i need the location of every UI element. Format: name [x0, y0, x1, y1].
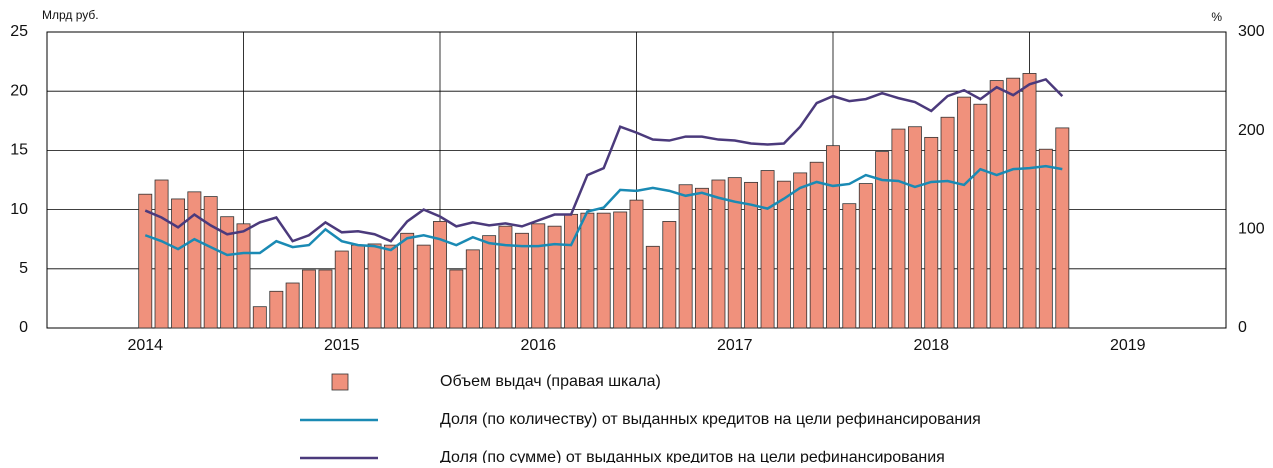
- x-tick-label: 2017: [717, 337, 753, 354]
- bar: [826, 145, 840, 329]
- bar: [580, 212, 595, 329]
- bar: [138, 193, 153, 329]
- line: [144, 164, 1063, 257]
- y-tick-label: 20: [10, 82, 28, 99]
- bar: [1022, 73, 1037, 329]
- x-tick-label: 2018: [913, 337, 949, 354]
- bar: [187, 191, 202, 329]
- bar: [269, 290, 284, 329]
- bar: [678, 184, 693, 329]
- bar: [776, 180, 791, 329]
- bar: [793, 172, 808, 329]
- y2-tick-label: 0: [1238, 319, 1247, 336]
- bar: [220, 216, 235, 329]
- bar: [744, 181, 759, 329]
- bar: [989, 80, 1004, 329]
- y-tick-label: 5: [19, 260, 28, 277]
- bar: [514, 232, 529, 329]
- bar: [858, 183, 873, 329]
- bar: [334, 250, 349, 329]
- bar: [416, 244, 431, 329]
- y-tick-label: 15: [10, 142, 28, 159]
- y-tick-label: 25: [10, 23, 28, 40]
- bar: [613, 211, 628, 329]
- x-tick-label: 2016: [520, 337, 556, 354]
- bar: [351, 244, 366, 329]
- bar: [318, 269, 333, 329]
- bar: [711, 179, 726, 329]
- bar: [694, 187, 709, 329]
- bar: [842, 203, 857, 329]
- y2-tick-label: 300: [1238, 23, 1265, 40]
- bar: [596, 212, 611, 329]
- bar: [924, 136, 939, 329]
- bar: [383, 244, 398, 329]
- bar: [252, 306, 267, 329]
- bar: [367, 243, 382, 329]
- y-tick-label: 10: [10, 201, 28, 218]
- x-tick-label: 2019: [1110, 337, 1146, 354]
- bar: [236, 223, 251, 329]
- legend-swatch: [331, 373, 349, 391]
- bar: [1055, 127, 1070, 329]
- bar: [482, 235, 497, 329]
- y2-tick-label: 100: [1238, 221, 1265, 238]
- legend-label: Объем выдач (правая шкала): [440, 373, 661, 390]
- line: [144, 77, 1064, 243]
- bar: [531, 223, 546, 329]
- y2-axis-label: %: [1211, 10, 1222, 24]
- y-axis-label: Млрд руб.: [42, 8, 99, 22]
- x-tick-label: 2015: [324, 337, 360, 354]
- bar: [973, 103, 988, 329]
- bar: [662, 221, 677, 329]
- legend-label: Доля (по количеству) от выданных кредито…: [440, 411, 981, 428]
- bar: [891, 128, 906, 329]
- bar: [875, 151, 890, 329]
- bar: [301, 269, 316, 329]
- bar: [957, 96, 972, 329]
- bar: [940, 116, 955, 329]
- y2-tick-label: 200: [1238, 122, 1265, 139]
- bar: [547, 225, 562, 329]
- bar: [498, 225, 513, 329]
- bar: [154, 179, 169, 329]
- bar: [465, 249, 480, 329]
- bar: [727, 177, 742, 329]
- bar: [449, 269, 464, 329]
- y-tick-label: 0: [19, 319, 28, 336]
- bar: [433, 221, 447, 329]
- bar: [171, 198, 186, 329]
- bar: [907, 126, 922, 329]
- bar: [400, 232, 415, 329]
- bar: [564, 213, 579, 329]
- bar: [1038, 148, 1053, 329]
- bar: [645, 245, 660, 329]
- bar: [203, 196, 218, 329]
- bar: [285, 282, 300, 329]
- bar: [1006, 77, 1021, 329]
- bar: [629, 199, 644, 329]
- x-tick-label: 2014: [127, 337, 163, 354]
- bar: [809, 161, 824, 329]
- bar: [760, 170, 775, 329]
- legend-label: Доля (по сумме) от выданных кредитов на …: [440, 449, 945, 463]
